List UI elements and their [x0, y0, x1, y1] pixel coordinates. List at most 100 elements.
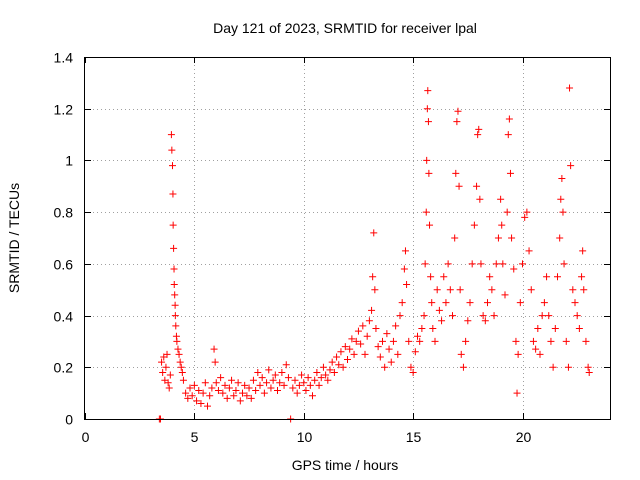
data-point	[182, 389, 190, 397]
data-point	[578, 273, 586, 281]
data-point	[392, 322, 400, 330]
data-point	[532, 345, 540, 353]
data-point	[488, 286, 496, 294]
data-point	[265, 366, 273, 374]
data-point	[376, 353, 384, 361]
data-point	[529, 337, 537, 345]
data-point	[274, 387, 281, 395]
data-point	[468, 260, 476, 268]
data-point	[429, 325, 437, 332]
data-point	[269, 376, 277, 384]
data-point	[503, 208, 511, 216]
data-point	[236, 397, 244, 405]
data-point	[566, 84, 574, 92]
x-axis-label: GPS time / hours	[292, 457, 399, 473]
data-point	[169, 162, 176, 170]
data-point	[423, 105, 431, 113]
data-point	[422, 208, 430, 216]
data-point	[403, 281, 411, 289]
data-point	[247, 394, 255, 402]
data-point	[414, 332, 421, 340]
data-point	[411, 348, 419, 356]
data-point	[359, 322, 367, 330]
data-point	[464, 317, 472, 325]
data-point	[260, 389, 268, 397]
data-point	[348, 335, 356, 343]
data-point	[433, 286, 441, 294]
data-point	[474, 131, 482, 139]
data-point	[394, 350, 402, 358]
data-point	[357, 340, 365, 348]
data-point	[295, 381, 303, 389]
data-point	[457, 350, 465, 358]
data-point	[368, 306, 376, 314]
data-point	[575, 325, 583, 332]
data-point	[536, 350, 544, 358]
data-point	[451, 234, 459, 242]
data-point	[313, 368, 321, 376]
data-point	[569, 286, 577, 294]
axis-ticks: 0 5 10 15 20 0 0.2 0.4 0.6 0.8 1 1.2 1.4	[54, 50, 610, 445]
data-point	[361, 350, 369, 358]
data-point	[481, 317, 489, 325]
data-point	[396, 312, 404, 320]
data-point	[440, 273, 448, 281]
data-point	[228, 376, 236, 384]
data-point	[564, 363, 572, 371]
data-point	[508, 234, 516, 242]
data-point	[190, 381, 198, 389]
y-tick-label: 0.6	[54, 257, 74, 273]
data-point	[263, 379, 271, 387]
data-point	[163, 350, 171, 358]
grid-lines	[85, 57, 610, 419]
data-point	[459, 363, 467, 371]
data-point	[195, 387, 203, 395]
data-point	[499, 260, 507, 268]
data-point	[557, 195, 565, 203]
data-point	[309, 392, 316, 400]
data-point	[304, 374, 312, 382]
y-tick-label: 0.2	[54, 360, 74, 376]
data-point	[171, 312, 179, 320]
x-tick-label: 5	[191, 429, 199, 445]
data-point	[453, 118, 461, 126]
data-point	[173, 337, 181, 345]
data-point	[538, 312, 546, 320]
data-point	[369, 273, 377, 281]
data-point	[476, 195, 484, 203]
data-point	[427, 273, 435, 281]
data-point	[206, 392, 214, 400]
data-point	[573, 312, 581, 320]
data-point	[276, 379, 284, 387]
data-point	[166, 371, 174, 379]
data-point	[442, 299, 450, 307]
data-point	[560, 260, 568, 268]
x-tick-label: 0	[82, 429, 90, 445]
data-point	[204, 402, 211, 410]
data-point	[558, 175, 566, 183]
data-point	[516, 299, 524, 307]
data-point	[407, 363, 415, 371]
data-point	[178, 368, 186, 376]
data-point	[449, 312, 456, 320]
data-point	[504, 131, 512, 139]
data-point	[585, 368, 593, 376]
data-point	[370, 229, 378, 237]
data-point	[256, 381, 264, 389]
data-point	[431, 337, 439, 345]
data-point	[466, 299, 474, 307]
data-point	[571, 299, 579, 307]
data-point	[475, 125, 483, 133]
data-point	[271, 371, 279, 379]
data-point	[241, 381, 249, 389]
data-point	[385, 345, 393, 353]
y-tick-label: 0.8	[54, 205, 74, 221]
data-point	[335, 361, 343, 369]
data-point	[243, 392, 251, 400]
data-point	[239, 389, 246, 397]
data-point	[405, 337, 413, 345]
data-point	[424, 118, 432, 126]
data-point	[350, 350, 358, 358]
y-axis-label: SRMTID / TECUs	[6, 183, 22, 293]
data-point	[527, 286, 535, 294]
